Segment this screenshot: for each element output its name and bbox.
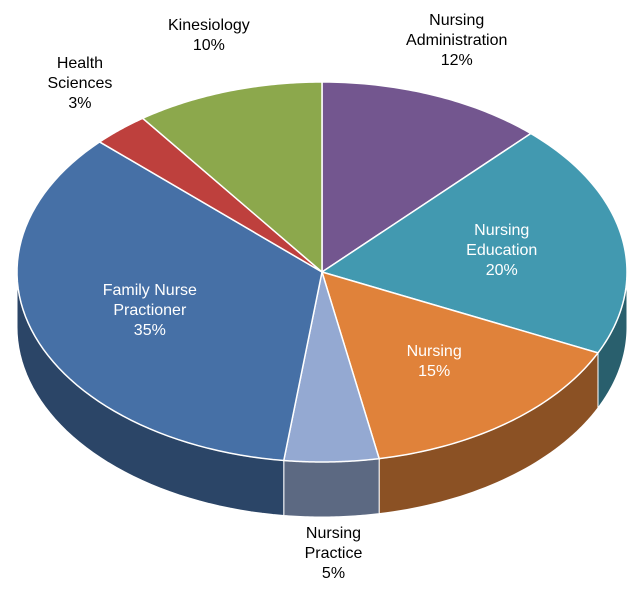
slice [320, 132, 628, 354]
slice [16, 141, 323, 462]
slice [98, 117, 323, 273]
slice-value: 12% [440, 52, 473, 70]
slice [282, 271, 381, 463]
slice-name: Nursing Education [466, 221, 538, 259]
data-label: Nursing Administration 12% [402, 11, 512, 71]
slice-value: 10% [192, 37, 225, 55]
slice-name: Nursing Practice [304, 525, 363, 563]
slice-value: 20% [485, 261, 518, 279]
slice-name: Nursing [406, 343, 462, 361]
slice [141, 81, 323, 274]
data-label: Nursing 15% [379, 342, 489, 382]
slice-name: Health Sciences [47, 54, 113, 92]
data-label: Health Sciences 3% [25, 54, 135, 114]
data-label: Nursing Practice 5% [278, 524, 388, 584]
data-label: Family Nurse Practioner 35% [95, 281, 205, 341]
slice-name: Kinesiology [167, 17, 250, 35]
slice-name: Nursing Administration [406, 12, 508, 50]
pie-tops [16, 81, 628, 463]
slice-value: 15% [418, 363, 451, 381]
slice [320, 270, 600, 460]
slice-side [283, 458, 380, 518]
slice-value: 5% [321, 565, 346, 583]
data-label: Kinesiology 10% [154, 16, 264, 56]
data-label: Nursing Education 20% [447, 221, 557, 281]
slice [321, 81, 533, 274]
slice-name: Family Nurse Practioner [102, 281, 197, 319]
slice-value: 35% [133, 321, 166, 339]
slice-value: 3% [68, 94, 92, 112]
